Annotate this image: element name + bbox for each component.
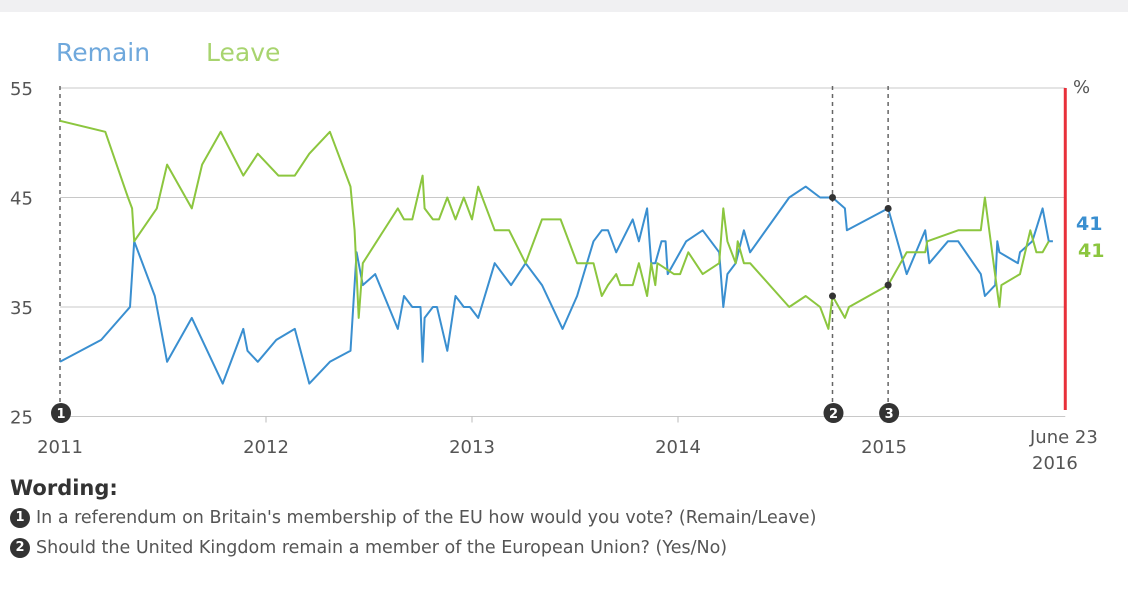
annotation-dot <box>884 281 892 289</box>
y-unit-label: % <box>1073 77 1090 98</box>
x-tick-label: 2014 <box>655 437 701 458</box>
annotation-dot <box>829 292 836 300</box>
y-tick-label: 35 <box>10 298 33 319</box>
wording-item: 2 Should the United Kingdom remain a mem… <box>10 538 816 558</box>
annotation-badge-icon <box>879 403 900 423</box>
end-date-year: 2016 <box>1032 453 1078 470</box>
annotation-number: 2 <box>829 407 838 422</box>
y-tick-label: 25 <box>10 408 33 429</box>
wording-item: 1 In a referendum on Britain's membershi… <box>10 508 816 528</box>
wording-section: Wording: 1 In a referendum on Britain's … <box>10 476 816 568</box>
wording-title: Wording: <box>10 476 118 500</box>
legend-remain: Remain <box>56 38 150 67</box>
x-tick-label: 2013 <box>449 437 495 458</box>
end-date-label: June 23 <box>1029 427 1098 448</box>
x-tick-label: 2012 <box>243 437 289 458</box>
wording-text: Should the United Kingdom remain a membe… <box>36 538 728 558</box>
series-line-remain <box>59 185 1053 385</box>
wording-text: In a referendum on Britain's membership … <box>36 508 817 528</box>
annotation-number: 1 <box>56 407 65 422</box>
annotation-badge-icon <box>51 403 71 423</box>
number-badge-icon: 2 <box>10 538 30 558</box>
end-label-leave: 41 <box>1078 240 1104 262</box>
top-band <box>0 0 1128 12</box>
y-tick-label: 45 <box>10 189 33 210</box>
x-tick-label: 2015 <box>861 437 907 458</box>
series-line-leave <box>59 119 1050 330</box>
x-tick-label: 2011 <box>37 437 83 458</box>
annotation-dot <box>829 194 836 201</box>
annotation-dot <box>884 204 892 212</box>
legend-leave: Leave <box>206 38 280 67</box>
annotation-badge-icon <box>823 403 844 423</box>
y-tick-label: 55 <box>10 79 33 100</box>
end-label-remain: 41 <box>1076 213 1102 235</box>
annotation-number: 3 <box>885 407 894 422</box>
number-badge-icon: 1 <box>10 508 30 528</box>
